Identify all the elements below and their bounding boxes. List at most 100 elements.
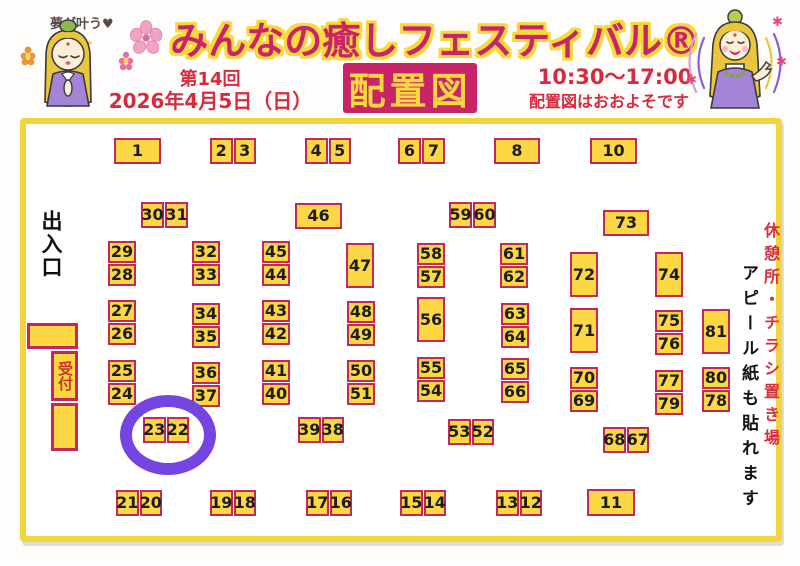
mascot-girl (44, 19, 92, 107)
booth-number: 43 (262, 300, 290, 322)
booth-21-20: 21 20 (116, 490, 162, 516)
booth-number: 75 (655, 310, 683, 332)
booth-17-16: 17 16 (306, 490, 352, 516)
booth-number: 8 (494, 138, 540, 164)
booth-number: 11 (587, 489, 635, 516)
booth-number: 78 (702, 390, 730, 412)
booth-number: 50 (347, 360, 375, 382)
booth-19-18: 19 18 (210, 490, 256, 516)
booth-1: 1 (114, 138, 161, 164)
booth-number: 79 (655, 393, 683, 415)
booth-70-69: 70 69 (570, 367, 598, 412)
booth-number: 30 (141, 202, 164, 228)
booth-72: 72 (570, 252, 598, 297)
booth-32-33: 32 33 (192, 241, 220, 286)
booth-number: 46 (295, 203, 342, 229)
booth-number: 70 (570, 367, 598, 389)
floor-map-inner: 出入口 受付 休憩所・チラシ置き場 アピール紙も貼れます 1 2 3 4 5 6 7 8 10 3… (20, 118, 782, 542)
booth-74: 74 (655, 252, 683, 297)
svg-text:✱: ✱ (776, 55, 787, 70)
booth-number: 61 (500, 243, 528, 265)
booth-11: 11 (587, 489, 635, 516)
highlight-circle (120, 395, 216, 475)
booth-number: 68 (603, 427, 626, 453)
booth-55-54: 55 54 (417, 357, 445, 402)
booth-number: 12 (519, 490, 542, 516)
booth-number: 60 (473, 202, 496, 228)
booth-number: 26 (108, 323, 136, 345)
booth-number: 47 (346, 243, 374, 288)
booth-number: 66 (501, 381, 529, 403)
svg-text:✱: ✱ (772, 15, 783, 30)
rest-area-note: 休憩所・チラシ置き場 (761, 222, 780, 452)
booth-number: 54 (417, 380, 445, 402)
booth-number: 2 (210, 138, 233, 164)
booth-65-66: 65 66 (501, 358, 529, 403)
booth-8: 8 (494, 138, 540, 164)
edition-label: 第14回 (179, 69, 241, 90)
booth-58-57: 58 57 (417, 243, 445, 288)
booth-number: 16 (329, 490, 352, 516)
booth-number: 76 (655, 333, 683, 355)
booth-number: 13 (496, 490, 519, 516)
booth-number: 39 (298, 417, 321, 443)
booth-number: 21 (116, 490, 139, 516)
booth-73: 73 (603, 210, 649, 236)
poster-title-row: みんなの癒しフェスティバル® (128, 10, 700, 65)
booth-number: 5 (328, 138, 351, 164)
sparkle-icon: ✱ ✱ ✱ (686, 15, 787, 88)
flower-pink-icon (118, 51, 134, 71)
booth-number: 34 (192, 303, 220, 325)
booth-number: 20 (139, 490, 162, 516)
booth-number: 35 (192, 326, 220, 348)
booth-number: 52 (471, 419, 494, 445)
booth-46: 46 (295, 203, 342, 229)
booth-63-64: 63 64 (501, 303, 529, 348)
booth-number: 28 (108, 264, 136, 286)
map-approx-note: 配置図はおおよそです (528, 92, 689, 111)
reception-label: 受付 (56, 361, 74, 391)
booth-number: 42 (262, 323, 290, 345)
booth-number: 57 (417, 266, 445, 288)
booth-34-35: 34 35 (192, 303, 220, 348)
booth-47: 47 (346, 243, 374, 288)
map-title-badge: 配置図 (343, 63, 477, 113)
booth-71: 71 (570, 308, 598, 353)
booth-number: 41 (262, 360, 290, 382)
booth-53-52: 53 52 (448, 419, 494, 445)
booth-45-44: 45 44 (262, 241, 290, 286)
event-date: 2026年4月5日（日） (108, 89, 313, 113)
booth-number: 62 (500, 266, 528, 288)
appeal-paper-note: アピール紙も貼れます (738, 264, 758, 514)
booth-number: 36 (192, 362, 220, 384)
booth-10: 10 (590, 138, 637, 164)
booth-number: 29 (108, 241, 136, 263)
booth-number: 77 (655, 370, 683, 392)
booth-number: 33 (192, 264, 220, 286)
booth-number: 31 (165, 202, 188, 228)
booth-number: 27 (108, 300, 136, 322)
booth-80-78: 80 78 (702, 367, 730, 412)
reception-counter-desk: 受付 (51, 351, 78, 401)
right-mascot-illustration: ✱ ✱ ✱ (686, 9, 787, 109)
booth-number: 19 (210, 490, 233, 516)
reception-counter-top (27, 323, 78, 349)
booth-number: 48 (347, 301, 375, 323)
booth-number: 24 (108, 383, 136, 405)
booth-48-49: 48 49 (347, 301, 375, 346)
booth-number: 17 (306, 490, 329, 516)
booth-29-28: 29 28 (108, 241, 136, 286)
booth-77-79: 77 79 (655, 370, 683, 415)
booth-number: 45 (262, 241, 290, 263)
entrance-label: 出入口 (39, 210, 63, 279)
booth-number: 6 (398, 138, 421, 164)
booth-27-26: 27 26 (108, 300, 136, 345)
booth-13-12: 13 12 (496, 490, 542, 516)
booth-number: 59 (449, 202, 472, 228)
booth-number: 80 (702, 367, 730, 389)
svg-text:✱: ✱ (686, 73, 697, 88)
booth-36-37: 36 37 (192, 362, 220, 407)
